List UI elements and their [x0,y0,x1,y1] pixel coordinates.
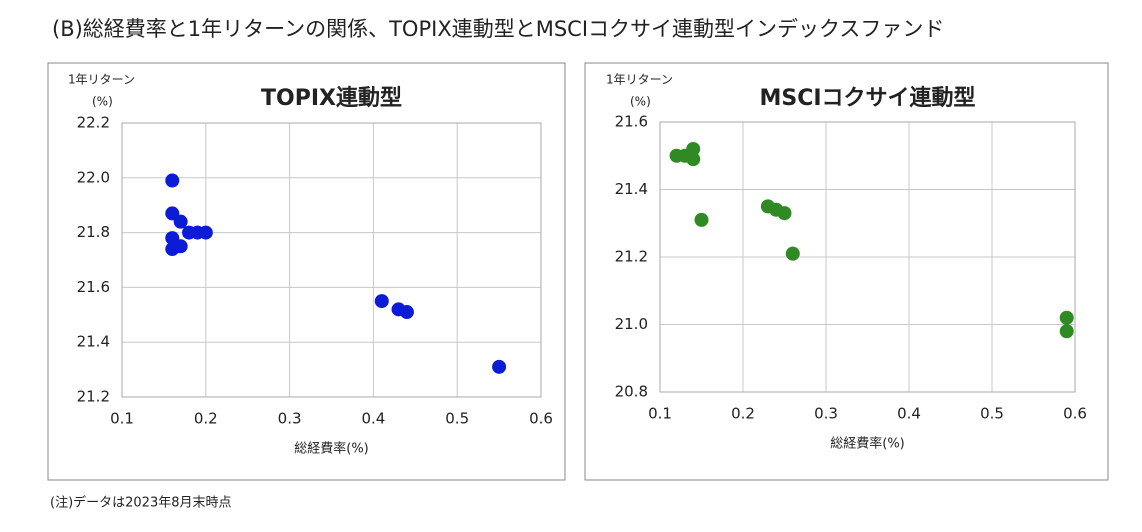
page-title: (B)総経費率と1年リターンの関係、TOPIX連動型とMSCIコクサイ連動型イン… [52,17,944,41]
x-tick-label: 0.1 [648,405,672,423]
point [165,173,180,188]
x-axis-label: 総経費率(%) [830,436,905,452]
point [374,294,389,309]
y-tick-label: 21.4 [615,180,648,198]
x-tick-label: 0.4 [897,405,921,423]
x-tick-label: 0.3 [814,405,838,423]
point [492,359,507,374]
point [399,305,414,320]
x-tick-label: 0.5 [980,405,1004,423]
footnote: (注)データは2023年8月末時点 [50,495,232,511]
panel [584,62,1109,481]
x-tick-label: 0.3 [278,410,302,428]
y-tick-label: 22.2 [77,114,110,132]
x-tick-label: 0.6 [1063,405,1087,423]
y-axis-unit: (%) [630,95,651,109]
x-tick-label: 0.2 [731,405,755,423]
y-tick-label: 21.2 [77,388,110,406]
y-tick-label: 21.6 [615,113,648,131]
point [173,239,188,254]
point [1059,324,1074,339]
point [198,225,213,240]
y-axis-label: 1年リターン [606,73,673,87]
point [686,142,701,156]
y-tick-label: 21.4 [77,333,110,351]
point [1059,310,1074,325]
y-tick-label: 21.0 [615,315,648,333]
point [686,152,701,167]
y-axis-unit: (%) [92,95,113,109]
y-tick-label: 22.0 [77,168,110,186]
y-tick-label: 21.2 [615,248,648,266]
y-tick-label: 21.8 [77,223,110,241]
plot-frame [659,121,1076,393]
y-tick-label: 21.6 [77,278,110,296]
x-tick-label: 0.5 [445,410,469,428]
plot-frame [121,122,542,398]
point [694,212,709,227]
x-tick-label: 0.2 [194,410,218,428]
x-axis-label: 総経費率(%) [294,441,369,457]
point [785,246,800,261]
y-tick-label: 20.8 [615,383,648,401]
x-tick-label: 0.1 [110,410,134,428]
point [777,206,792,221]
chart-title: TOPIX連動型 [261,86,402,111]
x-tick-label: 0.6 [529,410,553,428]
y-axis-label: 1年リターン [68,73,135,87]
x-tick-label: 0.4 [361,410,385,428]
chart-title: MSCIコクサイ連動型 [759,86,975,111]
point [173,214,188,229]
panel [47,62,566,481]
